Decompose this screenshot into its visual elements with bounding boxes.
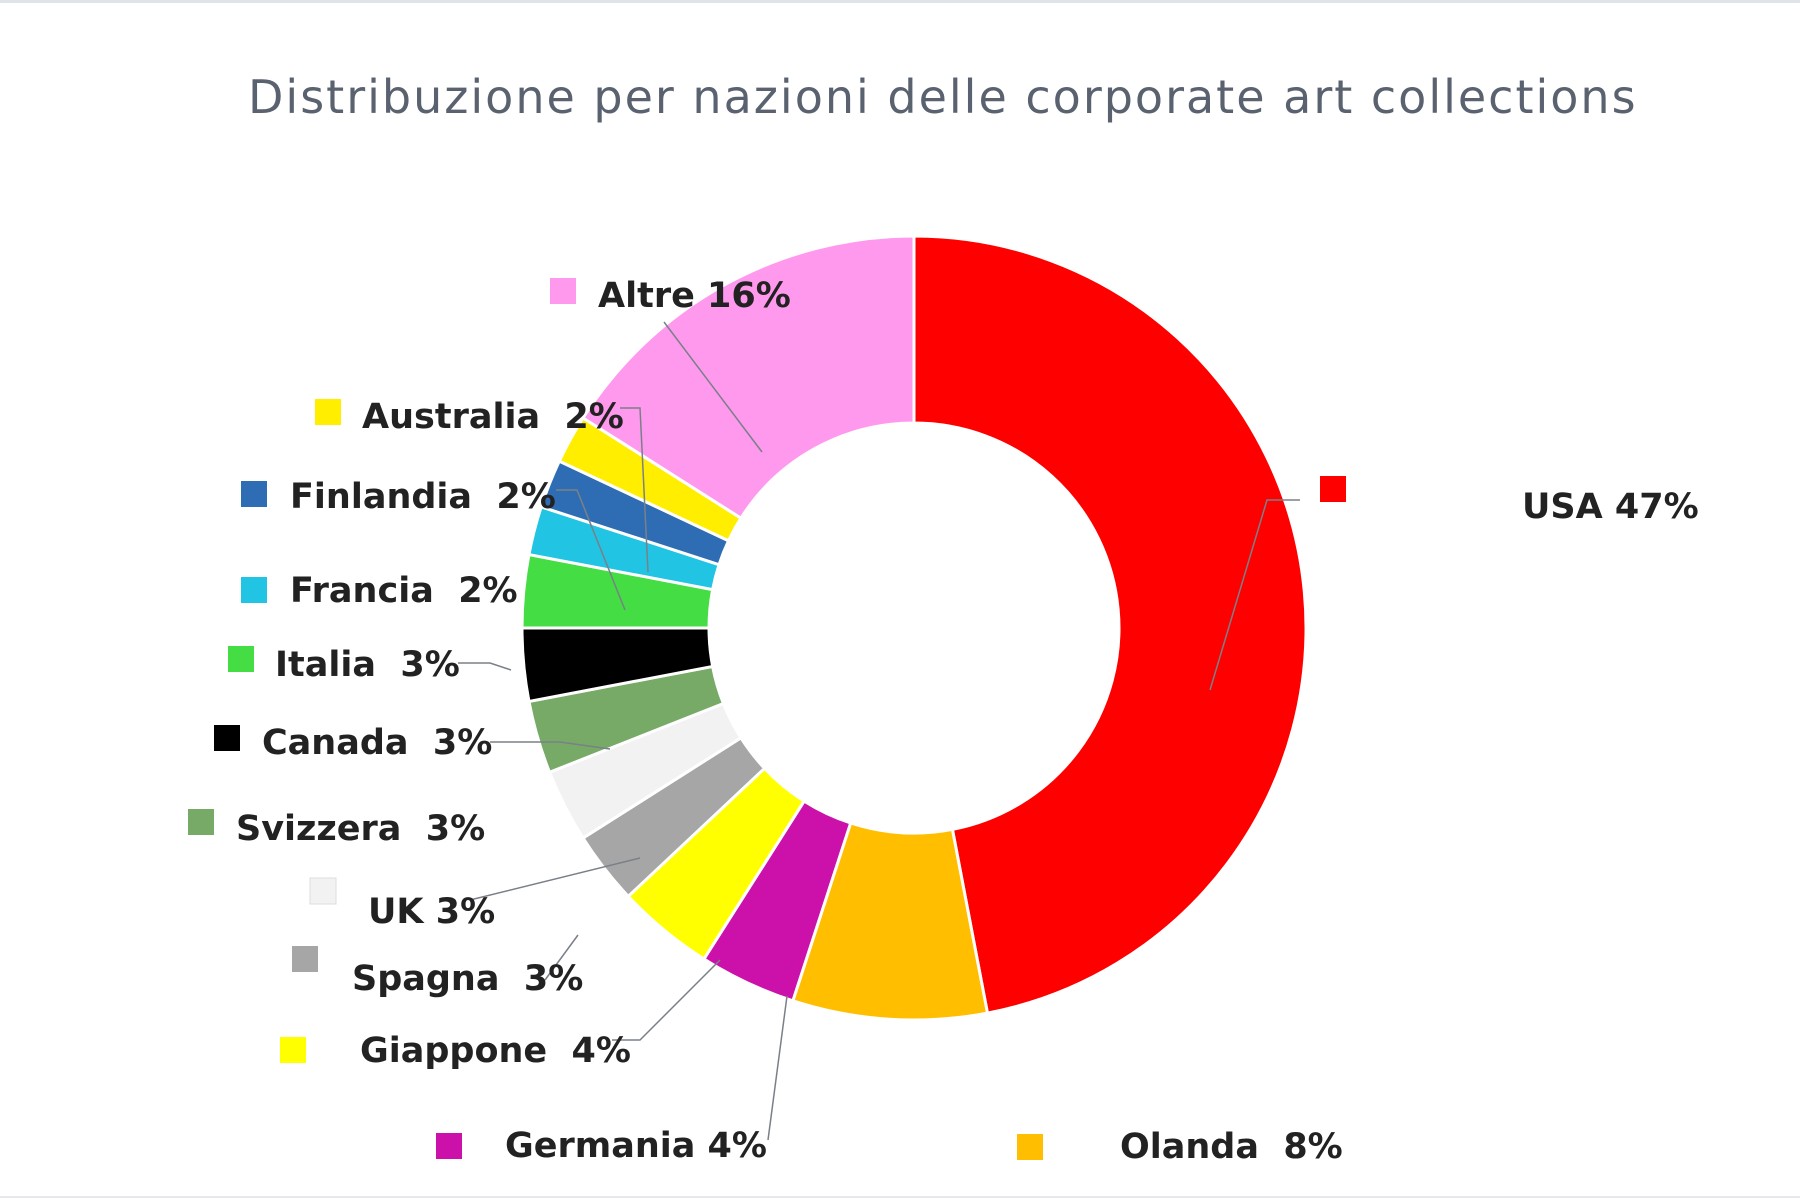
legend-label-giappone: Giappone 4% (360, 1031, 631, 1071)
legend-label-altre: Altre 16% (598, 276, 791, 316)
legend-swatch-germania (436, 1133, 462, 1159)
legend-swatch-australia (315, 399, 341, 425)
legend-label-italia: Italia 3% (275, 645, 460, 685)
legend-label-finlandia: Finlandia 2% (290, 477, 556, 517)
legend-swatch-canada (214, 725, 240, 751)
legend-swatch-spagna (292, 946, 318, 972)
leader-line-australia (620, 407, 649, 573)
legend-swatch-giappone (280, 1037, 306, 1063)
leader-line-uk (469, 857, 641, 901)
legend-swatch-finlandia (241, 481, 267, 507)
leader-line-usa (1209, 499, 1300, 691)
legend-label-germania: Germania 4% (505, 1126, 767, 1166)
legend-swatch-olanda (1017, 1134, 1043, 1160)
pie-slice-usa (912, 234, 1308, 1015)
leader-line-italia (458, 662, 512, 671)
leader-lines-group (458, 321, 1300, 1141)
legend-swatch-uk (309, 877, 337, 905)
legend-label-spagna: Spagna 3% (352, 959, 583, 999)
legend-swatch-francia (241, 577, 267, 603)
legend-swatch-italia (228, 646, 254, 672)
legend-label-australia: Australia 2% (362, 397, 624, 437)
legend-label-usa: USA 47% (1522, 487, 1699, 527)
chart-title: Distribuzione per nazioni delle corporat… (248, 70, 1638, 124)
pie-slice-altre (580, 234, 916, 521)
legend-label-olanda: Olanda 8% (1120, 1127, 1343, 1167)
legend-swatch-svizzera (188, 809, 214, 835)
leader-line-finlandia (556, 489, 626, 611)
legend-label-francia: Francia 2% (290, 571, 518, 611)
leader-line-canada (490, 741, 611, 750)
slices-group (520, 234, 1308, 1022)
top-rule (0, 0, 1800, 3)
legend-label-svizzera: Svizzera 3% (236, 809, 485, 849)
leader-line-spagna (544, 934, 579, 981)
legend-group: USA 47% Olanda 8% Germania 4% Giappone 4% Sp… (188, 276, 1699, 1167)
legend-swatch-altre (550, 278, 576, 304)
legend-swatch-usa (1320, 476, 1346, 502)
legend-label-canada: Canada 3% (262, 723, 492, 763)
legend-label-uk: UK 3% (368, 892, 495, 932)
bottom-rule (0, 1196, 1800, 1198)
leader-line-germania (767, 995, 788, 1141)
leader-line-altre (663, 321, 763, 453)
leader-line-giappone (612, 959, 721, 1041)
